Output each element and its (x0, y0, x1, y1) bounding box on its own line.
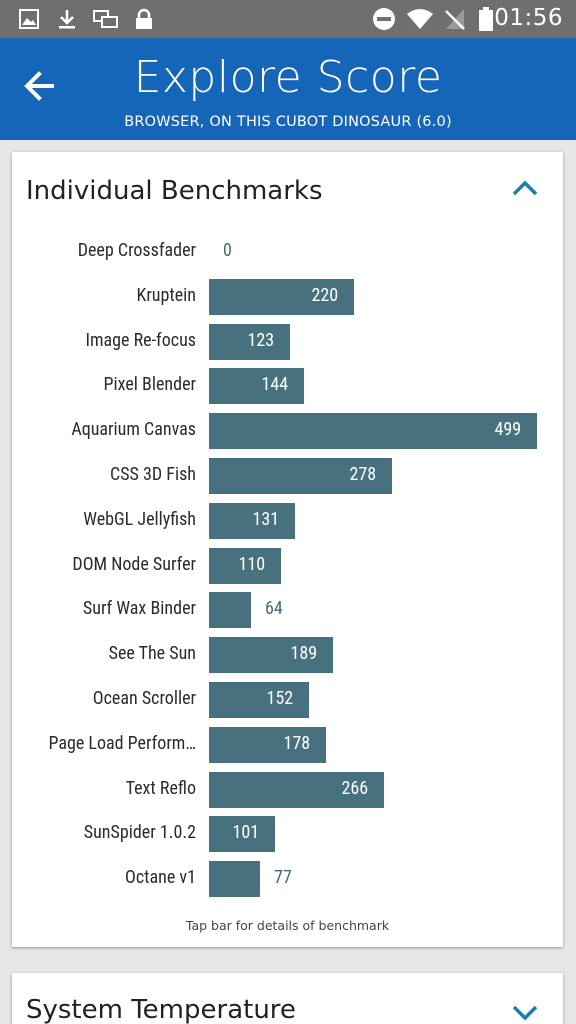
wifi-icon (407, 9, 433, 29)
download-icon (59, 10, 75, 29)
benchmark-bar[interactable] (209, 368, 304, 405)
status-bar: 01:56 (0, 0, 576, 38)
benchmark-value: 189 (290, 643, 318, 665)
benchmark-label: WebGL Jellyfish (83, 508, 196, 530)
benchmark-row[interactable]: Deep Crossfader 0 (12, 234, 563, 270)
benchmark-label: Aquarium Canvas (71, 419, 196, 441)
benchmark-bar[interactable] (209, 323, 290, 360)
benchmark-bar[interactable] (209, 861, 260, 898)
benchmark-row[interactable]: Text Reflo 266 (12, 771, 563, 808)
benchmark-bar[interactable] (209, 547, 281, 584)
benchmark-bar[interactable] (209, 502, 295, 539)
benchmark-label: CSS 3D Fish (110, 464, 196, 485)
benchmark-label: Page Load Perform… (48, 732, 196, 754)
page-title: Explore Score (133, 52, 443, 103)
benchmark-row[interactable]: Aquarium Canvas 499 (12, 413, 563, 450)
benchmark-label: Surf Wax Binder (82, 598, 196, 620)
benchmark-bar[interactable] (209, 637, 333, 674)
benchmark-value: 499 (494, 419, 522, 441)
image-icon (19, 9, 39, 29)
benchmark-row[interactable]: DOM Node Surfer 110 (12, 547, 563, 584)
benchmark-bar[interactable] (209, 726, 326, 763)
benchmarks-card-title: Individual Benchmarks (26, 176, 323, 206)
benchmark-value: 178 (283, 732, 311, 754)
benchmark-label: DOM Node Surfer (72, 553, 196, 575)
benchmark-value: 144 (261, 374, 289, 396)
status-time: 01:56 (494, 5, 563, 31)
benchmark-bar[interactable] (209, 771, 384, 808)
benchmark-label: Octane v1 (125, 867, 196, 889)
benchmark-row[interactable]: Surf Wax Binder 64 (12, 592, 563, 629)
back-arrow-icon[interactable] (18, 64, 62, 108)
benchmark-bar[interactable] (209, 458, 392, 494)
benchmark-label: Image Re-focus (85, 329, 196, 351)
benchmark-label: See The Sun (108, 643, 196, 665)
benchmark-row[interactable]: Page Load Perform… 178 (12, 726, 563, 763)
page-subtitle: BROWSER, ON THIS CUBOT DINOSAUR (6.0) (124, 114, 452, 130)
benchmarks-card: Individual Benchmarks Deep Crossfader 0 Kr… (12, 152, 563, 947)
no-signal-icon (445, 9, 465, 30)
app-header: Explore Score BROWSER, ON THIS CUBOT DIN… (0, 38, 576, 140)
temperature-card: System Temperature (12, 973, 563, 1024)
benchmark-label: Ocean Scroller (92, 688, 196, 709)
benchmark-label: SunSpider 1.0.2 (83, 822, 196, 844)
benchmark-bar[interactable] (209, 413, 537, 450)
benchmark-row[interactable]: SunSpider 1.0.2 101 (12, 816, 563, 853)
benchmark-bar[interactable] (209, 592, 251, 629)
chevron-up-icon[interactable] (511, 178, 539, 198)
chevron-down-icon[interactable] (511, 1003, 539, 1023)
benchmark-row[interactable]: CSS 3D Fish 278 (12, 458, 563, 494)
benchmark-bar[interactable] (209, 816, 275, 853)
benchmark-value: 131 (252, 508, 280, 530)
benchmark-value: 0 (223, 240, 232, 261)
benchmark-row[interactable]: WebGL Jellyfish 131 (12, 502, 563, 539)
benchmark-row[interactable]: Pixel Blender 144 (12, 368, 563, 405)
multi-window-icon (93, 10, 118, 28)
benchmark-bar[interactable] (209, 278, 354, 315)
benchmark-label: Kruptein (136, 284, 197, 306)
benchmark-value: 64 (265, 598, 283, 620)
benchmark-label: Text Reflo (125, 777, 196, 799)
benchmark-row[interactable]: Image Re-focus 123 (12, 323, 563, 360)
benchmark-label: Pixel Blender (103, 374, 197, 396)
benchmark-value: 77 (274, 867, 292, 889)
benchmark-value: 123 (247, 329, 275, 351)
benchmark-label: Deep Crossfader (77, 240, 196, 261)
benchmark-row[interactable]: Ocean Scroller 152 (12, 682, 563, 718)
benchmark-bar[interactable] (209, 682, 309, 718)
benchmark-value: 266 (341, 777, 369, 799)
benchmark-footnote: Tap bar for details of benchmark (185, 918, 390, 933)
benchmark-row[interactable]: Octane v1 77 (12, 861, 563, 898)
battery-icon (479, 7, 493, 31)
benchmark-value: 152 (266, 688, 294, 709)
temperature-card-title: System Temperature (26, 995, 296, 1024)
benchmark-row[interactable]: Kruptein 220 (12, 278, 563, 315)
benchmark-value: 101 (232, 822, 260, 844)
lock-icon (136, 8, 152, 29)
benchmark-value: 220 (311, 284, 339, 306)
benchmark-value: 278 (349, 464, 377, 485)
benchmark-row[interactable]: See The Sun 189 (12, 637, 563, 674)
benchmark-value: 110 (238, 553, 266, 575)
do-not-disturb-icon (373, 8, 395, 30)
